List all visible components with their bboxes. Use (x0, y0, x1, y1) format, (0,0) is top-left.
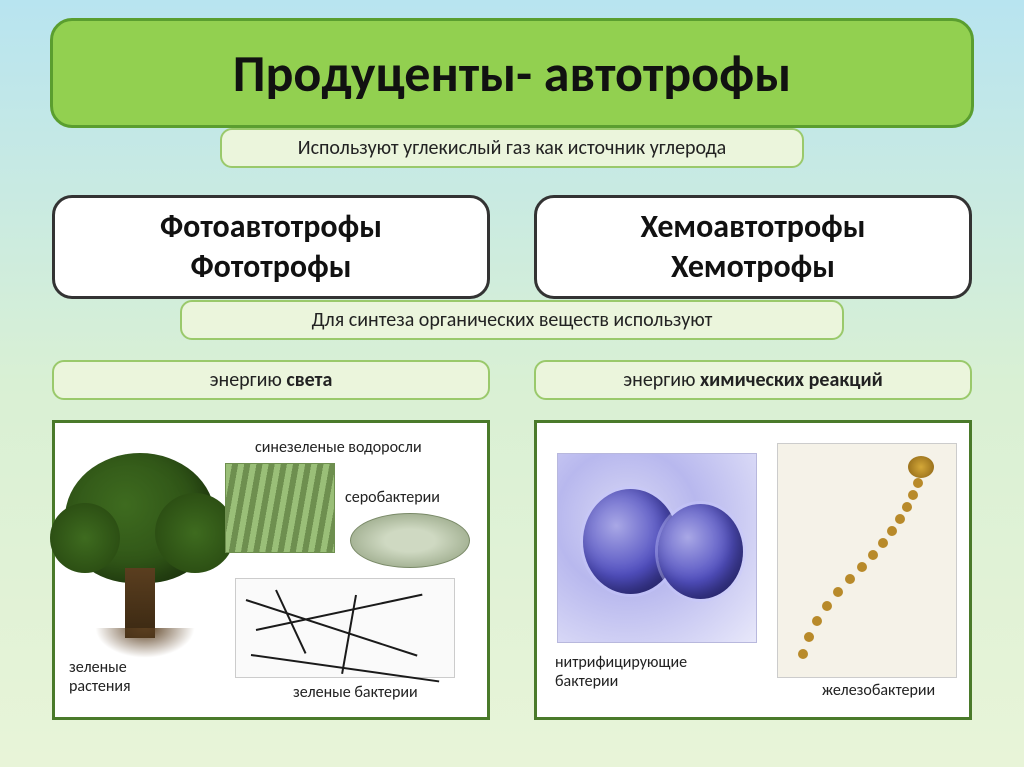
title-text: Продуценты- автотрофы (233, 41, 791, 105)
label-green-bacteria: зеленые бактерии (293, 683, 418, 702)
label-sulfur-bacteria: серобактерии (345, 488, 440, 507)
mid-box: Для синтеза органических веществ использ… (180, 300, 844, 340)
branch-chemotrophs: Хемоавтотрофы Хемотрофы (534, 195, 972, 299)
label-green-plants-l2: растения (69, 677, 199, 696)
nitro-cell (658, 504, 743, 599)
energy-left-bold: света (286, 368, 332, 392)
energy-right-bold: химических реакций (700, 368, 883, 392)
label-nitrifying-l2: бактерии (555, 672, 765, 691)
chemo-examples-panel: нитрифицирующие бактерии железобактерии (534, 420, 972, 720)
branch-left-line2: Фототрофы (191, 247, 352, 287)
mid-text: Для синтеза органических веществ использ… (312, 308, 713, 332)
subtitle-box: Используют углекислый газ как источник у… (220, 128, 804, 168)
label-green-plants: зеленые растения (69, 658, 199, 696)
iron-blob (908, 456, 934, 478)
branch-left-line1: Фотоавтотрофы (160, 207, 382, 247)
label-iron-bacteria: железобактерии (822, 681, 935, 700)
bact-line (275, 590, 306, 654)
label-nitrifying-l1: нитрифицирующие (555, 653, 765, 672)
energy-left-prefix: энергию (210, 368, 287, 392)
label-nitrifying: нитрифицирующие бактерии (555, 653, 765, 691)
bact-line (246, 599, 418, 657)
label-green-plants-l1: зеленые (69, 658, 199, 677)
energy-right-box: энергию химических реакций (534, 360, 972, 400)
iron-bacteria-icon (777, 443, 957, 678)
branch-right-line2: Хемотрофы (671, 247, 835, 287)
nitrifying-bacteria-icon (557, 453, 757, 643)
cyanobacteria-icon (225, 463, 335, 553)
energy-right-text: энергию химических реакций (623, 368, 882, 392)
photo-examples-panel: зеленые растения синезеленые водоросли с… (52, 420, 490, 720)
branch-right-line1: Хемоавтотрофы (640, 207, 865, 247)
tree-crown (65, 453, 215, 583)
title-box: Продуценты- автотрофы (50, 18, 974, 128)
energy-left-box: энергию света (52, 360, 490, 400)
sulfur-bacteria-icon (350, 513, 470, 568)
label-cyanobacteria: синезеленые водоросли (255, 438, 422, 457)
subtitle-text: Используют углекислый газ как источник у… (298, 136, 727, 160)
tree-roots (95, 628, 195, 658)
branch-phototrophs: Фотоавтотрофы Фототрофы (52, 195, 490, 299)
energy-left-text: энергию света (210, 368, 333, 392)
green-bacteria-icon (235, 578, 455, 678)
energy-right-prefix: энергию (623, 368, 700, 392)
tree-icon (65, 453, 215, 643)
